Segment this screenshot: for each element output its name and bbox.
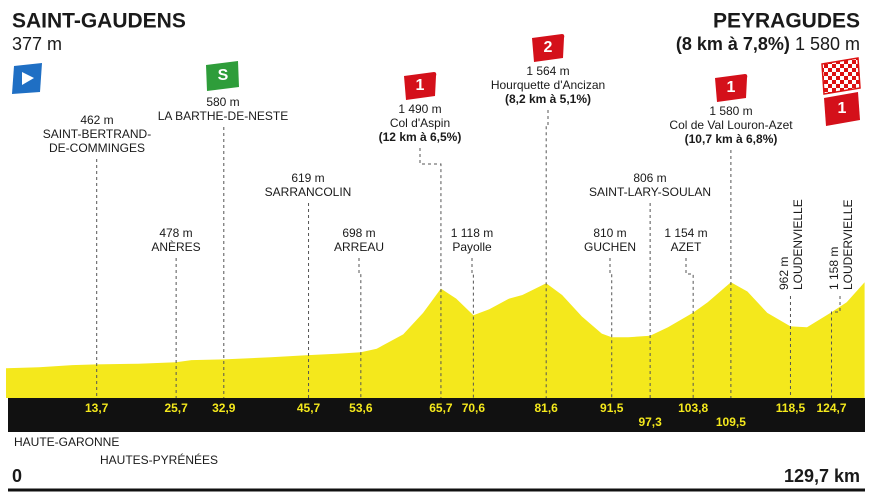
finish-climb: (8 km à 7,8%): [676, 34, 790, 54]
km-label: 118,5: [776, 401, 806, 415]
waypoint-line: [685, 258, 694, 398]
start-icon: [12, 63, 42, 94]
category-icon: [404, 72, 437, 100]
waypoint-label: 962 m LOUDENVIELLE: [777, 199, 805, 290]
waypoint-altitude: 462 m: [80, 113, 113, 127]
start-name: SAINT-GAUDENS: [12, 10, 186, 33]
category-number: 1: [727, 79, 736, 96]
waypoint-climb: (8,2 km à 5,1%): [505, 92, 591, 106]
waypoint-altitude: 698 m: [342, 226, 375, 240]
waypoint-name: LA BARTHE-DE-NESTE: [158, 109, 288, 123]
waypoint-name: Col d'Aspin: [390, 116, 450, 130]
km-label: 124,7: [816, 401, 846, 415]
waypoint-climb: (12 km à 6,5%): [379, 130, 462, 144]
km-label: 65,7: [429, 401, 453, 415]
waypoint-name: Hourquette d'Ancizan: [491, 78, 605, 92]
waypoint-line: [471, 258, 474, 398]
waypoint-altitude: 1 580 m: [709, 104, 752, 118]
finish-name: PEYRAGUDES: [713, 10, 860, 33]
km-label: 97,3: [638, 415, 662, 429]
waypoint-name: Col de Val Louron-Azet: [669, 118, 793, 132]
km-label: 45,7: [297, 401, 321, 415]
km-label: 109,5: [716, 415, 746, 429]
waypoint-altitude: 619 m: [291, 171, 324, 185]
waypoint-name: SAINT-BERTRAND-: [43, 127, 151, 141]
waypoint-name: GUCHEN: [584, 240, 636, 254]
waypoint-name: LOUDENVIELLE: [791, 199, 805, 290]
start-altitude: 377 m: [12, 34, 62, 54]
waypoint-altitude: 1 118 m: [451, 226, 493, 240]
waypoint-altitude: 1 154 m: [664, 226, 707, 240]
km-label: 13,7: [85, 401, 109, 415]
waypoint-name: SARRANCOLIN: [265, 185, 352, 199]
waypoint-line: [609, 258, 613, 398]
sprint-letter: S: [218, 67, 229, 84]
finish-line: (8 km à 7,8%) 1 580 m: [676, 34, 860, 54]
finish-category: 1: [838, 100, 847, 117]
km-label: 70,6: [462, 401, 486, 415]
region-2: HAUTES-PYRÉNÉES: [100, 452, 218, 467]
waypoint-name: DE-COMMINGES: [49, 141, 145, 155]
waypoint-name: SAINT-LARY-SOULAN: [589, 185, 711, 199]
finish-icon: 1: [821, 57, 861, 126]
waypoint-altitude: 1 158 m: [827, 247, 841, 290]
waypoint-line: [831, 296, 841, 398]
waypoint-altitude: 962 m: [777, 257, 791, 290]
waypoint-altitude: 806 m: [633, 171, 666, 185]
waypoint-altitude: 580 m: [206, 95, 239, 109]
waypoint-name: ANÈRES: [151, 239, 200, 254]
waypoint-climb: (10,7 km à 6,8%): [685, 132, 778, 146]
finish-altitude: 1 580 m: [795, 34, 860, 54]
category-icon: [532, 34, 565, 62]
waypoint-name: LOUDERVIELLE: [841, 200, 855, 291]
category-icon: [715, 74, 748, 102]
region-1: HAUTE-GARONNE: [14, 435, 119, 449]
category-number: 2: [544, 39, 553, 56]
waypoint-name: Payolle: [452, 240, 492, 254]
waypoint-name: ARREAU: [334, 240, 384, 254]
waypoint-altitude: 478 m: [159, 226, 192, 240]
waypoint-line: [358, 258, 362, 398]
km-label: 91,5: [600, 401, 624, 415]
waypoint-line: [545, 110, 549, 398]
waypoint-altitude: 1 564 m: [526, 64, 569, 78]
km-label: 32,9: [212, 401, 236, 415]
km-label: 81,6: [535, 401, 559, 415]
waypoint-name: AZET: [671, 240, 702, 254]
sprint-icon: [206, 61, 239, 91]
waypoint-label: 1 158 m LOUDERVIELLE: [827, 200, 855, 291]
profile-area: [6, 282, 865, 398]
finish-km: 129,7 km: [784, 466, 860, 486]
waypoint-line: [419, 148, 442, 398]
km-label: 25,7: [164, 401, 188, 415]
waypoint-altitude: 1 490 m: [398, 102, 441, 116]
waypoint-altitude: 810 m: [593, 226, 626, 240]
km-band: [8, 398, 865, 432]
category-number: 1: [416, 77, 425, 94]
km-label: 53,6: [349, 401, 373, 415]
start-km: 0: [12, 466, 22, 486]
km-label: 103,8: [678, 401, 708, 415]
